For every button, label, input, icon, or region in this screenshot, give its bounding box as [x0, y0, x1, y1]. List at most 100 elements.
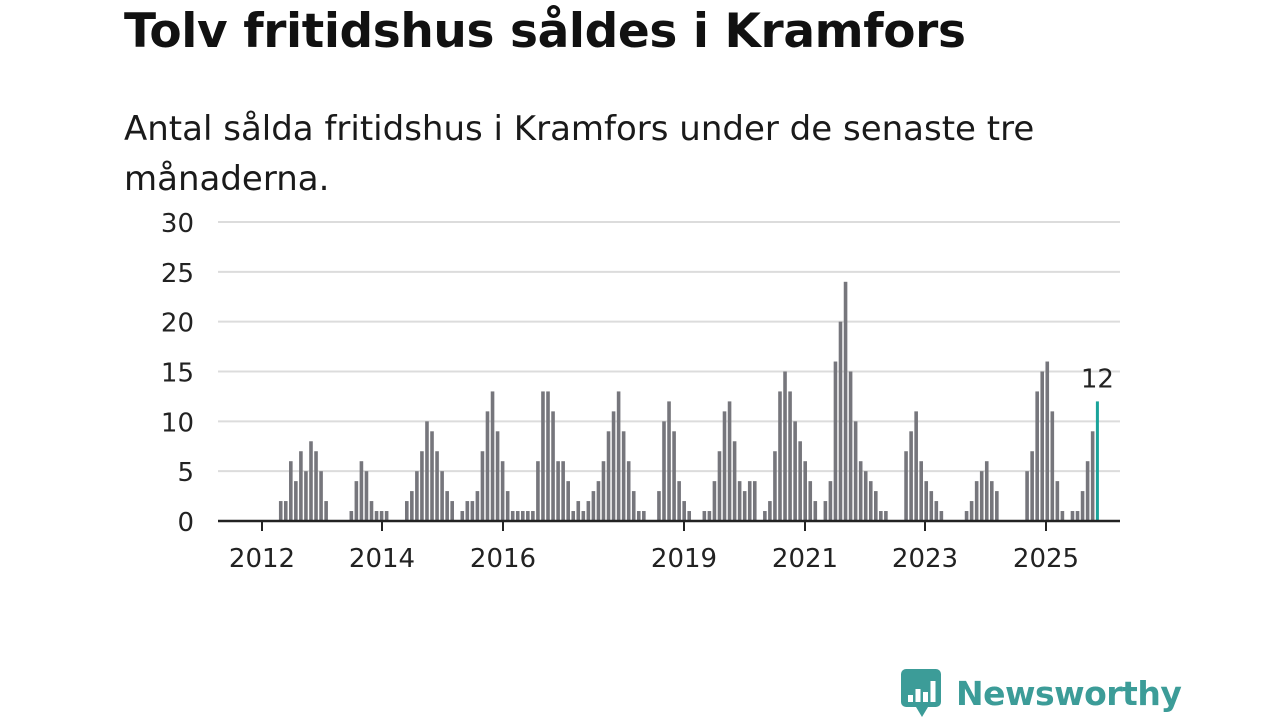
bar: [884, 511, 888, 521]
bar: [763, 511, 767, 521]
y-tick-label-5: 5: [177, 458, 194, 488]
bar: [974, 481, 979, 521]
bar: [626, 461, 631, 521]
bar: [586, 501, 591, 521]
chart-subtitle: Antal sålda fritidshus i Kramfors under …: [124, 109, 1035, 199]
bar: [450, 501, 454, 521]
bar: [369, 501, 374, 521]
bar: [445, 491, 449, 521]
bar: [576, 501, 581, 521]
bar: [752, 481, 757, 521]
bar: [425, 421, 429, 521]
bar: [591, 491, 596, 521]
bar: [783, 371, 787, 521]
newsworthy-logo-icon: [901, 669, 941, 717]
x-axis: [218, 519, 1120, 531]
bar: [939, 511, 944, 521]
bar: [798, 441, 802, 521]
bar: [979, 471, 984, 521]
y-tick-label-10: 10: [161, 408, 194, 438]
bar: [722, 411, 727, 521]
bar: [460, 511, 465, 521]
bar: [515, 511, 520, 521]
bar: [1075, 511, 1080, 521]
bar: [485, 411, 490, 521]
bar: [636, 511, 641, 521]
bar: [1080, 491, 1085, 521]
bar: [1025, 471, 1029, 521]
bar: [727, 401, 732, 521]
bar: [848, 371, 853, 521]
bar: [384, 511, 389, 521]
bar: [1085, 461, 1090, 521]
y-tick-label-0: 0: [177, 508, 194, 538]
highlight-data-label: 12: [1081, 364, 1114, 394]
bar: [969, 501, 974, 521]
bar: [500, 461, 505, 521]
bar: [838, 321, 843, 521]
bar: [768, 501, 772, 521]
bar: [667, 401, 671, 521]
newsworthy-logo-text: Newsworthy: [956, 673, 1182, 713]
bar: [571, 511, 576, 521]
bar: [495, 431, 500, 521]
bar: [823, 501, 828, 521]
bar: [1050, 411, 1055, 521]
bar: [536, 461, 540, 521]
bar: [934, 501, 939, 521]
bar: [702, 511, 707, 521]
bar: [631, 491, 636, 521]
bar: [283, 501, 288, 521]
bar: [520, 511, 525, 521]
bar: [505, 491, 510, 521]
chart-title: Tolv fritidshus såldes i Kramfors: [124, 4, 966, 59]
bar: [868, 481, 873, 521]
bar: [354, 481, 359, 521]
bar: [364, 471, 369, 521]
bar: [359, 461, 364, 521]
bar: [803, 461, 807, 521]
bar: [909, 431, 913, 521]
x-axis-tick-labels: 2012 2014 2016 2019 2021 2023 2025: [229, 544, 1079, 574]
bar: [964, 511, 969, 521]
bar: [853, 421, 858, 521]
bar: [541, 391, 545, 521]
bar: [712, 481, 717, 521]
gridlines: [218, 221, 1120, 473]
bar: [299, 451, 303, 521]
bar: [858, 461, 863, 521]
bar: [374, 511, 379, 521]
bar: [551, 411, 555, 521]
bar: [813, 501, 818, 521]
bar: [677, 481, 681, 521]
bar: [995, 491, 999, 521]
bar: [621, 431, 626, 521]
bar: [440, 471, 444, 521]
bar: [682, 501, 686, 521]
bar: [904, 451, 908, 521]
bar: [304, 471, 308, 521]
x-tick-label-2019: 2019: [651, 544, 717, 574]
y-tick-label-30: 30: [161, 209, 194, 239]
bar: [1035, 391, 1039, 521]
bar: [410, 491, 414, 521]
data-labels: 12: [1081, 364, 1114, 394]
bar: [526, 511, 530, 521]
bar: [531, 511, 535, 521]
bar: [581, 511, 586, 521]
bar: [601, 461, 606, 521]
bar: [606, 431, 611, 521]
bar: [924, 481, 929, 521]
bar: [843, 281, 848, 521]
bar: [863, 471, 868, 521]
x-tick-label-2021: 2021: [772, 544, 838, 574]
bar: [747, 481, 752, 521]
bar: [732, 441, 737, 521]
bar: [1060, 511, 1065, 521]
bar: [828, 481, 833, 521]
bar: [616, 391, 621, 521]
bar: [657, 491, 661, 521]
bar: [808, 481, 813, 521]
bar: [778, 391, 782, 521]
